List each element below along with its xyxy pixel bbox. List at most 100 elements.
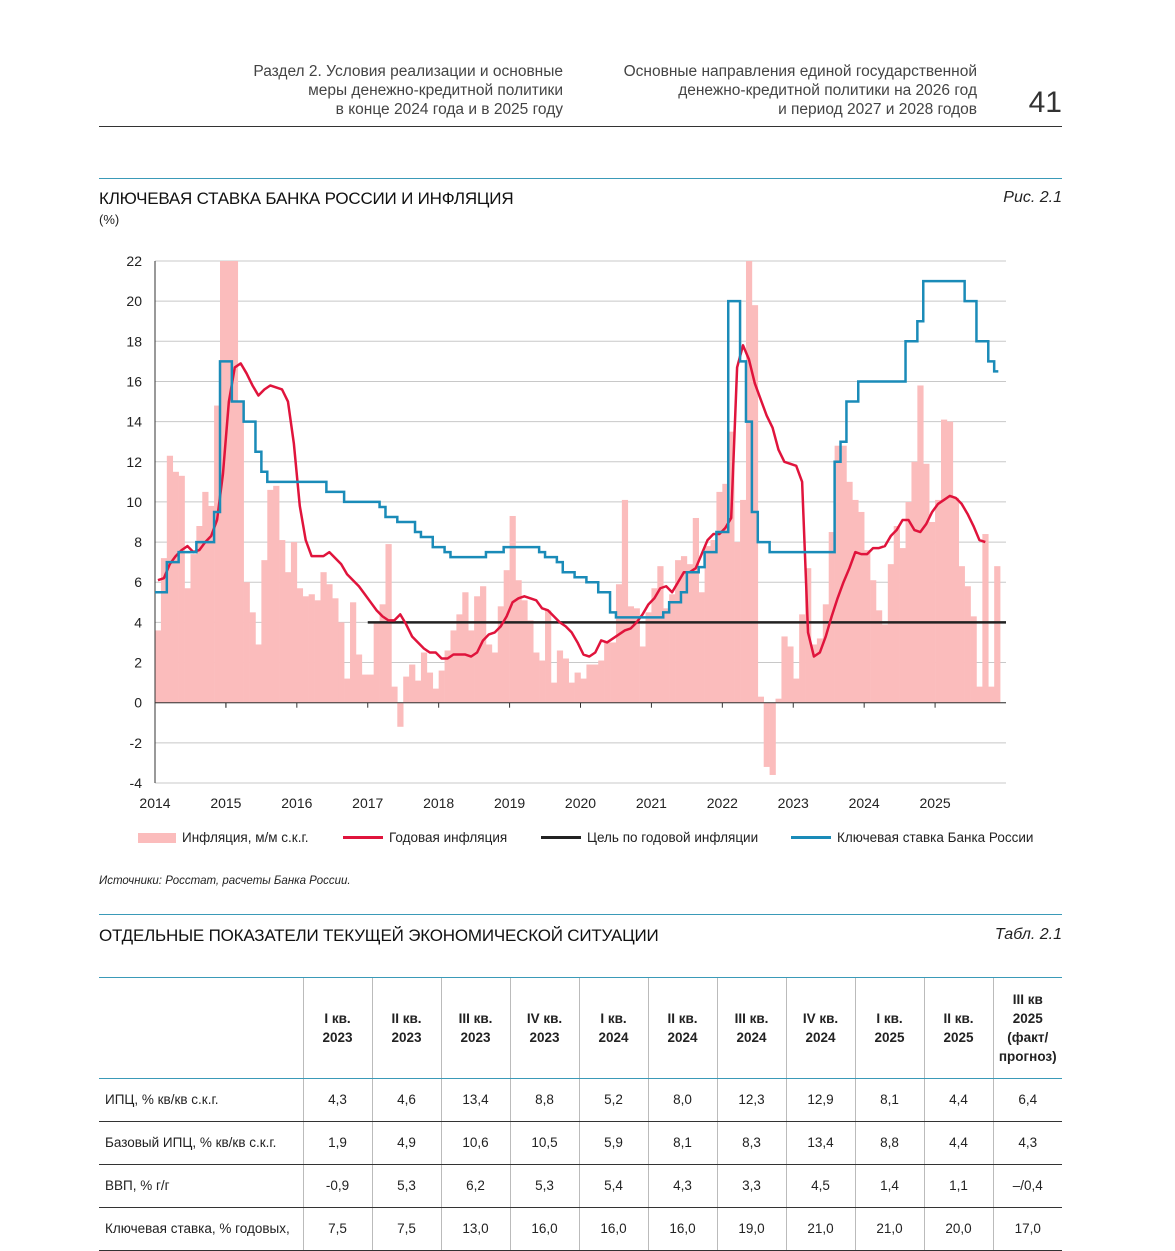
bar-monthly-inflation <box>338 622 345 703</box>
table-header-rule <box>99 977 1062 978</box>
bar-monthly-inflation <box>917 385 924 703</box>
table-cell: 4,3 <box>992 1121 1062 1165</box>
bar-monthly-inflation <box>929 522 936 703</box>
bar-monthly-inflation <box>657 566 664 703</box>
bar-monthly-inflation <box>704 546 711 703</box>
y-tick-label: 2 <box>134 655 142 671</box>
bar-monthly-inflation <box>964 586 971 703</box>
bar-monthly-inflation <box>822 604 830 703</box>
table-cell: 4,3 <box>302 1078 372 1122</box>
bar-monthly-inflation <box>994 566 1001 703</box>
table-cell: 8,3 <box>716 1121 786 1165</box>
table-cell: -0,9 <box>302 1164 372 1208</box>
bar-monthly-inflation <box>403 676 410 703</box>
y-tick-label: -2 <box>130 735 143 751</box>
bar-monthly-inflation <box>491 652 499 703</box>
table-label: Табл. 2.1 <box>994 926 1062 943</box>
bar-monthly-inflation <box>923 463 930 703</box>
bar-monthly-inflation <box>958 566 965 703</box>
column-header: IV кв. 2024 <box>785 978 855 1079</box>
bar-monthly-inflation <box>935 499 942 703</box>
bar-monthly-inflation <box>231 261 239 703</box>
table-cell: 5,9 <box>578 1121 648 1165</box>
x-tick-label: 2023 <box>778 795 809 811</box>
bar-monthly-inflation <box>456 614 463 703</box>
bar-monthly-inflation <box>468 630 475 703</box>
x-tick-label: 2025 <box>920 795 951 811</box>
bar-monthly-inflation <box>810 644 818 703</box>
bar-monthly-inflation <box>296 588 304 703</box>
bar-monthly-inflation <box>367 674 374 703</box>
x-tick-label: 2014 <box>139 795 170 811</box>
figure-source: Источники: Росстат, расчеты Банка России… <box>99 875 351 887</box>
table-cell: 13,4 <box>440 1078 510 1122</box>
bar-monthly-inflation <box>940 419 948 703</box>
bar-monthly-inflation <box>509 515 516 703</box>
bar-monthly-inflation <box>285 572 292 703</box>
x-tick-label: 2019 <box>494 795 525 811</box>
bar-monthly-inflation <box>155 630 162 703</box>
figure-title: КЛЮЧЕВАЯ СТАВКА БАНКА РОССИИ И ИНФЛЯЦИЯ <box>99 189 514 208</box>
bar-monthly-inflation <box>308 594 315 703</box>
column-header: III кв 2025 (факт/ прогноз) <box>992 978 1062 1079</box>
bar-monthly-inflation <box>651 588 658 703</box>
bar-monthly-inflation <box>249 612 256 703</box>
bar-monthly-inflation <box>426 672 434 703</box>
table-cell: 10,5 <box>509 1121 579 1165</box>
bar-monthly-inflation <box>899 548 906 703</box>
bar-monthly-inflation <box>326 584 333 703</box>
bar-monthly-inflation <box>562 658 569 703</box>
bar-monthly-inflation <box>420 652 428 703</box>
bar-monthly-inflation <box>911 461 918 703</box>
page-number: 41 <box>1028 86 1062 119</box>
bar-monthly-inflation <box>781 636 788 703</box>
x-tick-label: 2021 <box>636 795 667 811</box>
y-tick-label: 14 <box>126 414 142 430</box>
legend-swatch-line <box>541 836 581 839</box>
bar-monthly-inflation <box>166 455 174 703</box>
bar-monthly-inflation <box>237 401 244 703</box>
bar-monthly-inflation <box>663 608 670 703</box>
bar-monthly-inflation <box>545 610 552 703</box>
legend-monthly-inflation: Инфляция, м/м с.к.г. <box>138 830 309 845</box>
y-tick-label: 0 <box>134 695 142 711</box>
legend-label: Ключевая ставка Банка России <box>837 830 1034 845</box>
bar-monthly-inflation <box>675 560 682 703</box>
bar-monthly-inflation <box>503 570 510 703</box>
bar-monthly-inflation <box>728 431 735 703</box>
y-tick-label: 10 <box>126 494 142 510</box>
bar-monthly-inflation <box>574 672 581 703</box>
bar-monthly-inflation <box>988 686 995 703</box>
bar-monthly-inflation <box>852 499 859 703</box>
table-cell: 13,4 <box>785 1121 855 1165</box>
bar-monthly-inflation <box>881 624 889 703</box>
table-cell: 13,0 <box>440 1207 510 1251</box>
table-cell: 5,3 <box>509 1164 579 1208</box>
x-tick-label: 2018 <box>423 795 454 811</box>
row-label: ВВП, % г/г <box>99 1164 303 1208</box>
bar-monthly-inflation <box>598 660 605 703</box>
figure-top-rule <box>99 178 1062 179</box>
bar-monthly-inflation <box>745 261 753 703</box>
column-header: I кв. 2025 <box>854 978 924 1079</box>
bar-monthly-inflation <box>178 475 185 703</box>
bar-monthly-inflation <box>864 550 871 703</box>
bar-monthly-inflation <box>875 610 883 703</box>
bar-monthly-inflation <box>976 686 983 703</box>
bar-monthly-inflation <box>279 540 286 703</box>
bar-monthly-inflation <box>243 582 250 703</box>
legend-swatch-line <box>343 836 383 839</box>
column-header: I кв. 2024 <box>578 978 648 1079</box>
bar-monthly-inflation <box>775 698 782 703</box>
table-cell: 7,5 <box>302 1207 372 1251</box>
row-label: Ключевая ставка, % годовых, <box>99 1207 303 1251</box>
legend-key-rate: Ключевая ставка Банка России <box>791 830 1033 845</box>
bar-monthly-inflation <box>302 596 309 703</box>
bar-monthly-inflation <box>361 674 369 703</box>
table-row: Базовый ИПЦ, % кв/кв с.к.г. 1,9 4,9 10,6 10,… <box>99 1121 1062 1165</box>
table-row: ВВП, % г/г -0,9 5,3 6,2 5,3 5,4 4,3 3,3 4,5 1,4 1,… <box>99 1164 1062 1208</box>
row-label: Базовый ИПЦ, % кв/кв с.к.г. <box>99 1121 303 1165</box>
bar-monthly-inflation <box>952 497 960 703</box>
bar-monthly-inflation <box>787 646 794 703</box>
bar-monthly-inflation <box>485 644 493 703</box>
